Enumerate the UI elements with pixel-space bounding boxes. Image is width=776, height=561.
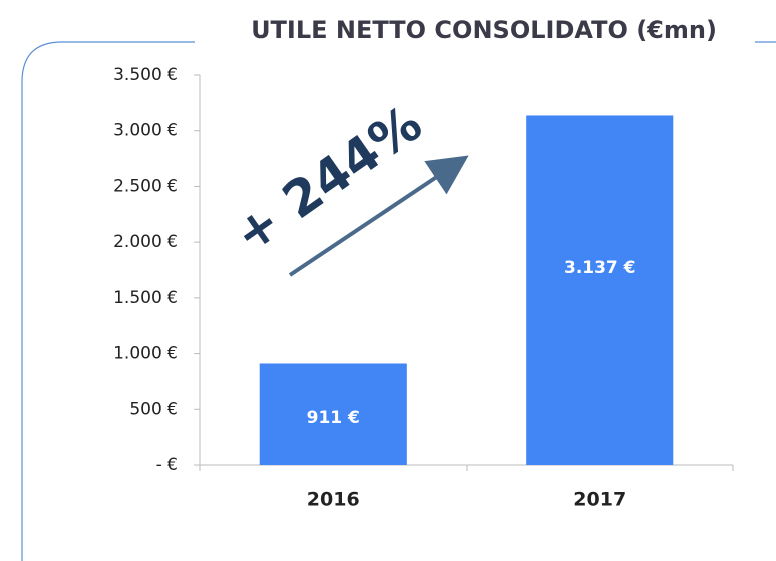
growth-arrow [288,155,469,277]
y-tick-label: 3.500 € [113,65,178,85]
y-tick-label: 3.000 € [113,121,178,141]
y-tick-label: 1.500 € [113,288,178,308]
bar [526,115,674,465]
value-label: 911 € [307,408,360,428]
chart-title: UTILE NETTO CONSOLIDATO (€mn) [251,16,717,44]
bar [259,363,407,465]
y-tick-label: - € [156,455,178,475]
x-tick-label: 2017 [573,489,626,511]
y-tick-label: 2.000 € [113,232,178,252]
x-tick-label: 2016 [307,489,360,511]
annotation: + 244% [224,94,432,264]
frame [21,41,195,561]
y-tick-label: 2.500 € [113,176,178,196]
y-tick-label: 500 € [129,399,178,419]
y-tick-label: 1.000 € [113,344,178,364]
value-label: 3.137 € [564,258,636,278]
